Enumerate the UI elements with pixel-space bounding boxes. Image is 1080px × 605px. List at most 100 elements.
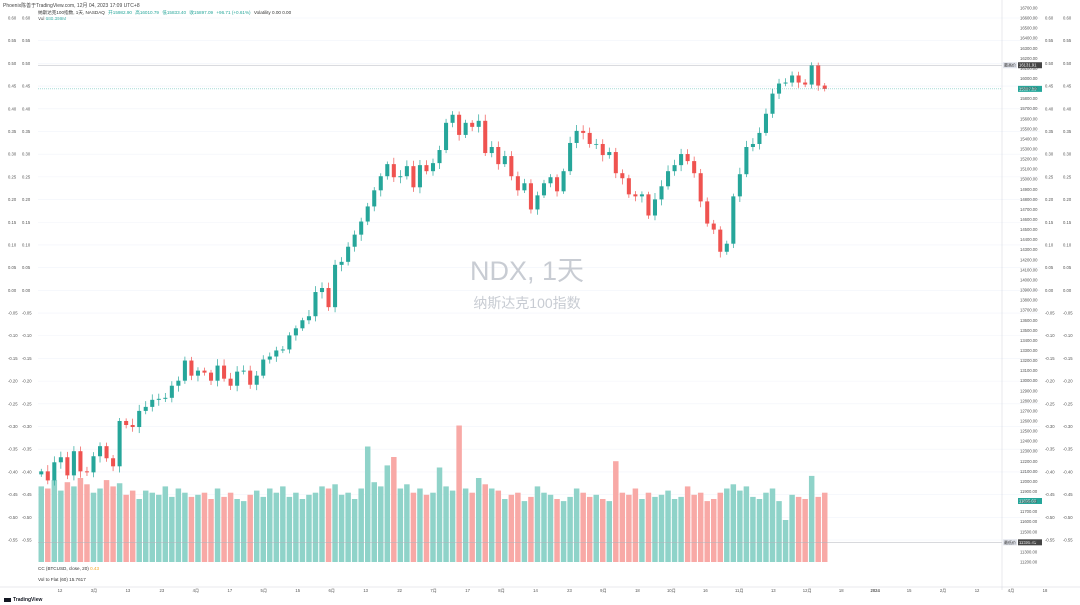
price-axis-tick: 14100.00 <box>1020 267 1038 272</box>
time-axis-tick: 13 <box>771 588 776 593</box>
time-axis-tick: 5月 <box>261 588 268 594</box>
right-corr-tick: -0.30 <box>1045 424 1055 429</box>
right-corr-tick: 0.25 <box>1045 174 1054 179</box>
candle-body <box>71 451 76 476</box>
left-axis-tick: 0.45 <box>22 84 31 89</box>
price-axis-tick: 14400.00 <box>1020 237 1038 242</box>
candle-body <box>130 425 135 428</box>
candle-body <box>783 82 788 84</box>
candle-body <box>594 143 599 145</box>
candle-body <box>306 316 311 321</box>
volume-bar <box>724 488 730 562</box>
left-axis-tick: -0.45 <box>22 492 32 497</box>
candle-body <box>333 264 338 308</box>
volume-bar <box>214 488 221 562</box>
price-axis-tick: 11800.00 <box>1020 499 1038 504</box>
candle-body <box>182 360 187 381</box>
price-axis-tick: 12500.00 <box>1020 429 1038 434</box>
candle-body <box>156 398 161 400</box>
price-axis-tick: 16200.00 <box>1020 56 1038 61</box>
correlation-indicator[interactable]: CC (BTCUSD, close, 20) 0.43 <box>38 566 99 571</box>
left-axis-tick: 0.55 <box>22 38 31 43</box>
candle-body <box>228 378 233 386</box>
price-axis-tick: 13600.00 <box>1020 318 1038 323</box>
candle-body <box>659 186 664 200</box>
volume-bar <box>776 501 782 562</box>
tag-value-bg <box>1018 539 1042 546</box>
time-axis-tick: 4月 <box>193 588 200 594</box>
tag-value: 11895.09 <box>1019 499 1037 504</box>
time-axis-tick: 22 <box>397 588 402 593</box>
time-axis-tick: 16 <box>703 588 708 593</box>
left-axis-tick: -0.30 <box>22 424 32 429</box>
volume-bar <box>325 488 332 562</box>
correlation-value: 0.43 <box>90 566 100 571</box>
volume-bar <box>547 494 554 562</box>
price-axis-tick: 11200.00 <box>1020 560 1038 565</box>
left-axis-tick: 0.10 <box>8 242 17 247</box>
candle-body <box>411 166 416 188</box>
candle-body <box>711 223 716 230</box>
candle-body <box>600 143 605 156</box>
time-axis-tick: 2月 <box>940 588 947 594</box>
candle-body <box>359 221 364 235</box>
candle-body <box>750 143 755 148</box>
candle-body <box>117 420 122 467</box>
candle-body <box>803 82 808 85</box>
volume-flat-indicator[interactable]: Vol to Flat (60) 15.7617 <box>38 577 86 582</box>
volume-bar <box>750 496 756 562</box>
candle-body <box>137 410 142 428</box>
tag-label-bg <box>1003 539 1017 546</box>
left-axis-tick: -0.30 <box>8 424 18 429</box>
volume-bar <box>619 492 626 562</box>
tag-value: 15897.09 <box>1019 86 1037 91</box>
tag-value-bg <box>1018 498 1042 504</box>
volume-bar <box>397 488 404 562</box>
time-axis-tick: 15 <box>295 588 300 593</box>
volume-bar <box>652 496 658 562</box>
candle-body <box>150 399 155 407</box>
volume-bar <box>730 484 737 562</box>
volume-bar <box>632 488 639 562</box>
left-axis-tick: -0.45 <box>8 492 18 497</box>
left-axis-tick: 0.60 <box>8 16 17 21</box>
volume-bar <box>162 486 169 562</box>
symbol-name[interactable]: 纳斯达克100指数, 1天, NASDAQ <box>38 10 105 15</box>
candle-body <box>235 371 240 386</box>
price-axis-tick: 14500.00 <box>1020 227 1038 232</box>
volume-bar <box>391 457 397 562</box>
volume-bar <box>260 496 266 562</box>
candle-body <box>254 375 259 385</box>
volume-bar <box>560 501 567 562</box>
left-axis-tick: -0.05 <box>22 311 32 316</box>
price-axis-tick: 12400.00 <box>1020 439 1038 444</box>
candle-body <box>535 195 540 210</box>
right-corr-tick: 0.45 <box>1063 84 1072 89</box>
tradingview-logo[interactable]: TradingView <box>4 597 42 603</box>
time-axis-tick: 10月 <box>667 588 676 594</box>
left-axis-tick: 0.35 <box>8 129 17 134</box>
candle-body <box>639 194 644 197</box>
candle-body <box>372 190 377 207</box>
candle-body <box>685 154 690 162</box>
volume-bar <box>528 496 534 562</box>
volume-bar <box>521 501 528 562</box>
right-corr-tick: 0.60 <box>1063 16 1072 21</box>
right-corr-tick: -0.30 <box>1063 424 1073 429</box>
candle-body <box>496 147 501 165</box>
candle-body <box>581 130 586 133</box>
volume-bars <box>38 425 828 562</box>
candle-body <box>189 360 194 376</box>
candle-body <box>731 196 736 244</box>
candle-body <box>796 75 801 83</box>
candle-body <box>78 451 83 472</box>
price-axis-tick: 13400.00 <box>1020 338 1038 343</box>
volume-bar <box>77 478 84 562</box>
volume-bar <box>821 492 828 562</box>
volume-bar <box>195 494 201 562</box>
price-axis-tick: 15500.00 <box>1020 126 1038 131</box>
volume-bar <box>430 492 436 562</box>
volume-bar <box>123 494 129 562</box>
price-axis-tick: 12000.00 <box>1020 479 1038 484</box>
